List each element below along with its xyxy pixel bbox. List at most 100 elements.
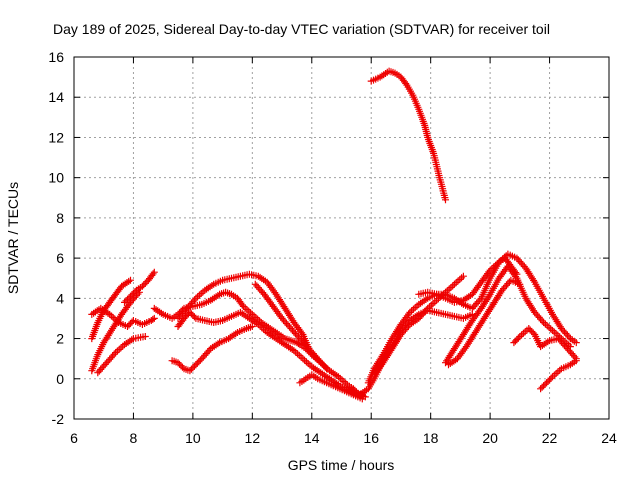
data-point bbox=[476, 296, 484, 304]
y-tick-label: 6 bbox=[56, 250, 64, 266]
data-point bbox=[305, 345, 313, 353]
series-track-20 bbox=[537, 357, 580, 393]
data-point bbox=[562, 343, 570, 351]
data-point bbox=[474, 298, 482, 306]
data-point bbox=[201, 351, 209, 359]
data-point bbox=[141, 333, 149, 340]
data-point bbox=[521, 328, 529, 336]
series-track-4 bbox=[94, 333, 149, 377]
data-point bbox=[311, 351, 319, 359]
data-point bbox=[109, 352, 117, 360]
series-track-5 bbox=[121, 268, 158, 306]
data-point bbox=[283, 320, 290, 327]
data-point bbox=[452, 279, 460, 287]
data-point bbox=[113, 347, 121, 355]
data-point bbox=[304, 360, 312, 367]
data-point bbox=[251, 280, 259, 288]
data-point bbox=[281, 318, 289, 326]
series-track-11 bbox=[296, 371, 366, 403]
data-point bbox=[531, 308, 539, 316]
data-point bbox=[297, 353, 305, 361]
data-point bbox=[572, 357, 580, 365]
x-tick-label: 20 bbox=[482, 430, 498, 446]
data-point bbox=[568, 350, 576, 358]
data-point bbox=[504, 280, 512, 288]
data-point bbox=[447, 284, 455, 291]
data-point bbox=[554, 368, 562, 376]
data-point bbox=[545, 323, 553, 331]
data-point bbox=[492, 261, 499, 269]
data-point bbox=[129, 289, 137, 297]
x-tick-label: 6 bbox=[70, 430, 78, 446]
data-point bbox=[518, 331, 526, 339]
series-track-17 bbox=[442, 262, 574, 367]
data-point bbox=[454, 277, 462, 285]
x-tick-label: 12 bbox=[245, 430, 261, 446]
data-point bbox=[121, 298, 128, 306]
data-point bbox=[117, 344, 125, 352]
data-point bbox=[517, 259, 525, 267]
plot-frame bbox=[73, 56, 610, 420]
data-point bbox=[560, 328, 568, 336]
data-point bbox=[302, 341, 310, 349]
x-tick-label: 24 bbox=[601, 430, 617, 446]
grid bbox=[74, 57, 609, 419]
data-point bbox=[122, 297, 130, 305]
data-point bbox=[214, 340, 222, 348]
y-tick-label: 14 bbox=[48, 89, 64, 105]
y-tick-label: 2 bbox=[56, 331, 64, 347]
data-point bbox=[127, 276, 134, 284]
data-point bbox=[174, 359, 182, 367]
data-point bbox=[298, 329, 306, 337]
data-point bbox=[125, 321, 133, 329]
data-point bbox=[419, 309, 427, 317]
data-point bbox=[514, 256, 522, 264]
data-point bbox=[541, 320, 549, 328]
y-tick-label: -2 bbox=[52, 411, 65, 427]
data-point bbox=[526, 326, 534, 334]
data-point bbox=[294, 333, 302, 341]
data-point bbox=[415, 314, 423, 322]
data-point bbox=[505, 278, 513, 286]
data-point bbox=[550, 371, 558, 379]
data-point bbox=[557, 325, 565, 332]
data-point bbox=[128, 336, 136, 344]
data-point bbox=[563, 345, 571, 353]
data-point bbox=[450, 280, 458, 288]
data-point bbox=[427, 301, 435, 309]
data-point bbox=[514, 334, 522, 342]
data-point bbox=[187, 365, 195, 373]
data-point bbox=[183, 304, 191, 312]
data-point bbox=[186, 301, 194, 309]
data-point bbox=[174, 314, 182, 322]
data-point bbox=[296, 335, 304, 343]
data-point bbox=[458, 274, 466, 282]
data-point bbox=[516, 258, 524, 265]
data-point bbox=[214, 292, 222, 299]
data-point bbox=[537, 385, 545, 393]
data-point bbox=[485, 268, 493, 276]
x-axis-label: GPS time / hours bbox=[288, 457, 395, 473]
series-track-19 bbox=[510, 325, 580, 363]
data-point bbox=[293, 331, 301, 339]
chart-title: Day 189 of 2025, Sidereal Day-to-day VTE… bbox=[53, 21, 550, 37]
data-point bbox=[498, 286, 506, 294]
data-point bbox=[290, 328, 298, 336]
y-tick-label: 16 bbox=[48, 49, 64, 65]
data-point bbox=[245, 307, 253, 315]
data-point bbox=[449, 282, 457, 290]
data-point bbox=[406, 308, 414, 316]
data-point bbox=[445, 285, 453, 293]
data-point bbox=[552, 370, 560, 377]
data-point bbox=[519, 261, 527, 269]
data-point bbox=[291, 330, 299, 337]
data-point bbox=[411, 304, 419, 312]
data-point bbox=[199, 353, 207, 361]
data-point bbox=[471, 301, 479, 309]
data-point bbox=[342, 379, 350, 387]
data-point bbox=[98, 364, 106, 372]
y-tick-label: 4 bbox=[56, 290, 64, 306]
data-point bbox=[560, 341, 568, 349]
y-axis-label: SDTVAR / TECUs bbox=[5, 182, 21, 294]
